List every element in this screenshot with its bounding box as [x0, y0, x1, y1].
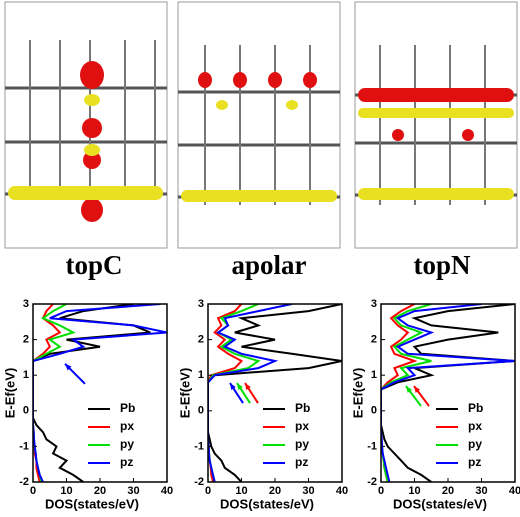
arrow-head	[245, 383, 251, 390]
arrow-head	[406, 386, 413, 393]
chart-title: topN	[413, 250, 471, 280]
dos-chart: topN 0 10 20 30 40 -2 -1 0 1 2 3 DOS(states/eV) E-Ef(…	[350, 250, 520, 511]
plot-area	[381, 304, 515, 482]
y-tick-label: -1	[367, 440, 377, 452]
x-axis-label: DOS(states/eV)	[220, 496, 314, 511]
dos-chart: apolar 0 10 20 30 40 -2 -1 0 1 2 3 DOS(states/eV) E-E…	[177, 250, 348, 511]
y-tick-label: 0	[371, 405, 377, 417]
dos-line	[381, 304, 515, 482]
y-axis-label: E-Ef(eV)	[2, 368, 17, 419]
x-tick-label: 30	[475, 485, 487, 497]
legend-label: Pb	[120, 401, 135, 415]
x-tick-label: 20	[269, 485, 281, 497]
legend-label: py	[295, 437, 309, 451]
structure-topn	[354, 1, 518, 249]
legend-label: pz	[120, 455, 133, 469]
legend-label: Pb	[468, 401, 483, 415]
y-tick-label: 2	[198, 334, 204, 346]
x-tick-label: 40	[161, 485, 173, 497]
x-tick-label: 30	[127, 485, 139, 497]
y-tick-label: -1	[194, 440, 204, 452]
y-tick-label: 1	[23, 369, 29, 381]
y-tick-label: 0	[23, 405, 29, 417]
dos-line	[33, 304, 167, 482]
x-tick-label: 0	[378, 485, 384, 497]
chart-title: topC	[65, 250, 122, 280]
y-tick-label: 3	[23, 298, 29, 310]
y-axis-label: E-Ef(eV)	[177, 368, 192, 419]
dos-line	[208, 304, 293, 482]
y-tick-label: 3	[198, 298, 204, 310]
legend-label: pz	[468, 455, 481, 469]
arrow-head	[65, 363, 72, 371]
dos-line	[381, 304, 515, 482]
plot-frame	[207, 303, 343, 483]
y-tick-label: -2	[194, 476, 204, 488]
x-tick-label: 10	[235, 485, 247, 497]
arrow-head	[414, 386, 421, 393]
arrow-head	[230, 383, 236, 390]
x-tick-label: 0	[30, 485, 36, 497]
dos-line	[33, 304, 151, 482]
dos-chart: topC 0 10 20 30 40 -2 -1 0 1 2 3 DOS(states/eV) E-Ef(…	[2, 250, 173, 511]
dos-line	[33, 304, 76, 482]
plot-area	[208, 304, 342, 482]
legend-label: px	[120, 419, 134, 433]
legend-label: pz	[295, 455, 308, 469]
x-tick-label: 40	[336, 485, 348, 497]
y-tick-label: -2	[367, 476, 377, 488]
chart-title: apolar	[231, 250, 306, 280]
legend-label: py	[120, 437, 134, 451]
plot-frame	[380, 303, 516, 483]
legend-label: py	[468, 437, 482, 451]
plot-area	[33, 304, 167, 482]
y-tick-label: 1	[371, 369, 377, 381]
y-axis-label: E-Ef(eV)	[350, 368, 365, 419]
y-tick-label: 2	[371, 334, 377, 346]
y-tick-label: -2	[19, 476, 29, 488]
x-tick-label: 10	[60, 485, 72, 497]
structure-panels	[4, 1, 518, 249]
legend-label: Pb	[295, 401, 310, 415]
legend-label: px	[295, 419, 309, 433]
legend-label: px	[468, 419, 482, 433]
x-tick-label: 20	[94, 485, 106, 497]
structure-apolar	[177, 1, 341, 249]
y-tick-label: 3	[371, 298, 377, 310]
y-tick-label: -1	[19, 440, 29, 452]
arrow-head	[237, 383, 243, 390]
y-tick-label: 1	[198, 369, 204, 381]
x-tick-label: 20	[442, 485, 454, 497]
dos-line	[381, 304, 418, 482]
x-axis-label: DOS(states/eV)	[45, 496, 139, 511]
x-tick-label: 30	[302, 485, 314, 497]
structure-topc	[4, 1, 168, 249]
x-tick-label: 0	[205, 485, 211, 497]
dos-line	[208, 304, 342, 482]
x-axis-label: DOS(states/eV)	[393, 496, 487, 511]
x-tick-label: 10	[408, 485, 420, 497]
y-tick-label: 0	[198, 405, 204, 417]
y-tick-label: 2	[23, 334, 29, 346]
x-tick-label: 40	[509, 485, 520, 497]
